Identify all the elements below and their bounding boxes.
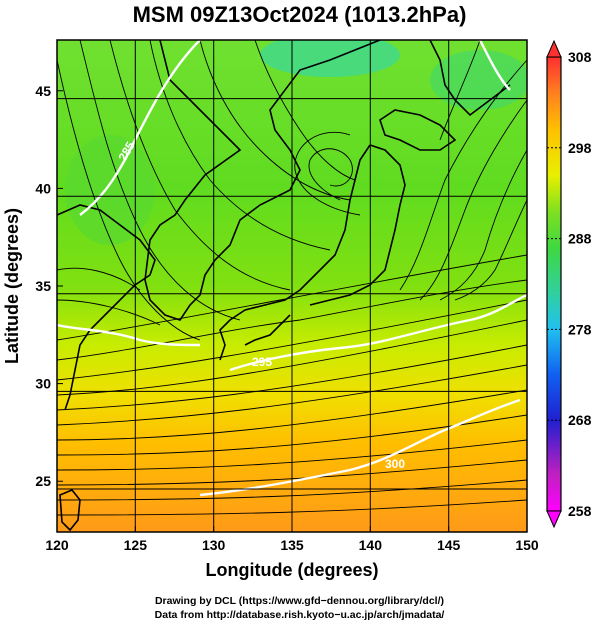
credit-drawing: Drawing by DCL (https://www.gfd−dennou.o… [154,595,445,607]
y-tick-label: 35 [35,278,51,294]
contour-label: 300 [385,457,405,471]
x-tick-label: 130 [202,537,226,553]
colorbar-min-arrow [546,510,562,529]
wind-streamlines [57,40,527,516]
map-title: MSM 09Z13Oct2024 (1013.2hPa) [132,2,467,27]
credit-data: Data from http://database.rish.kyoto−u.a… [154,609,445,621]
cold-patch [65,135,155,245]
colorbar-scale [546,56,562,512]
colorbar-tick-label: 288 [568,231,592,247]
y-tick-label: 40 [35,180,51,196]
x-tick-label: 120 [45,537,69,553]
x-tick-label: 125 [124,537,148,553]
x-tick-label: 145 [437,537,461,553]
y-axis-label: Latitude (degrees) [2,208,22,364]
cold-patch [260,40,400,77]
colorbar-tick-label: 278 [568,321,592,337]
x-tick-label: 135 [280,537,304,553]
colorbar-tick-label: 258 [568,503,592,519]
x-tick-label: 140 [359,537,383,553]
x-axis-label: Longitude (degrees) [205,560,378,580]
y-tick-label: 30 [35,376,51,392]
lat-lon-grid [57,40,527,532]
cold-patch [430,50,527,110]
land-masses [57,40,511,532]
colorbar-tick-label: 308 [568,49,592,65]
contour-label: 295 [252,355,272,369]
colorbar-tick-label: 298 [568,140,592,156]
y-tick-label: 45 [35,83,51,99]
x-tick-label: 150 [515,537,539,553]
colorbar-tick-label: 268 [568,412,592,428]
isotherm-contours [57,40,527,497]
y-tick-label: 25 [35,473,51,489]
colorbar-max-arrow [546,39,562,58]
